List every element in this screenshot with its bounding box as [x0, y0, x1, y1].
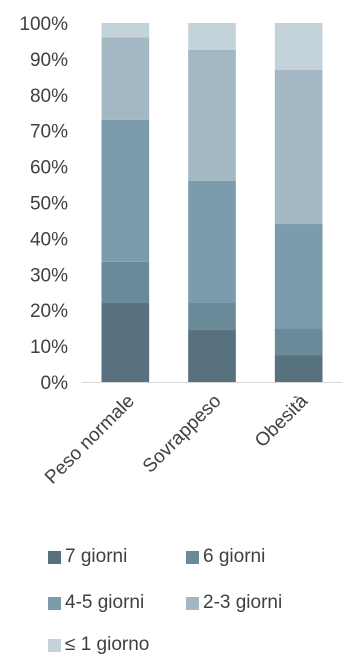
- y-tick-label: 60%: [30, 158, 68, 179]
- bar-segment: [274, 224, 323, 329]
- x-tick-label: Obesità: [251, 390, 312, 451]
- x-axis-ticks: Peso normale Sovrappeso Obesità: [41, 390, 312, 488]
- legend-label: 2-3 giorni: [203, 592, 283, 613]
- y-tick-label: 30%: [30, 265, 68, 286]
- legend-swatch: [186, 550, 199, 564]
- legend-label: 7 giorni: [65, 546, 128, 567]
- bar-segment: [101, 303, 150, 382]
- legend-label: 4-5 giorni: [65, 592, 145, 613]
- y-tick-label: 80%: [30, 86, 68, 107]
- legend-item-7-giorni: 7 giorni: [48, 546, 127, 568]
- bar-segment: [188, 49, 236, 181]
- bar-segment: [101, 37, 150, 120]
- legend-swatch: [48, 596, 61, 610]
- bar-segment: [188, 180, 236, 304]
- legend-swatch: [48, 638, 61, 652]
- y-tick-label: 70%: [30, 122, 68, 143]
- y-tick-label: 10%: [30, 337, 68, 358]
- x-tick-label: Peso normale: [41, 391, 139, 489]
- y-tick-label: 20%: [30, 301, 68, 322]
- bar-segment: [101, 119, 150, 262]
- bars: [101, 23, 323, 382]
- y-tick-label: 100%: [19, 14, 68, 35]
- legend: 7 giorni 6 giorni 4-5 giorni 2-3 giorni …: [0, 530, 342, 656]
- bar-segment: [188, 329, 236, 382]
- legend-item-6-giorni: 6 giorni: [186, 546, 265, 568]
- legend-swatch: [186, 596, 199, 610]
- y-tick-label: 40%: [30, 229, 68, 250]
- stacked-bar-chart: 0% 10% 20% 30% 40% 50% 60% 70% 80% 90% 100% Peso n…: [19, 14, 342, 488]
- legend-item-4-5-giorni: 4-5 giorni: [48, 592, 144, 614]
- bar-segment: [274, 355, 323, 382]
- legend-swatch: [48, 550, 61, 564]
- legend-label: 6 giorni: [203, 546, 266, 567]
- y-axis-ticks: 0% 10% 20% 30% 40% 50% 60% 70% 80% 90% 100%: [19, 14, 68, 394]
- y-tick-label: 50%: [30, 194, 68, 215]
- bar-segment: [188, 23, 236, 50]
- x-tick-label: Sovrappeso: [139, 391, 226, 478]
- y-tick-label: 90%: [30, 50, 68, 71]
- bar-segment: [274, 328, 323, 356]
- bar-segment: [274, 69, 323, 225]
- bar-segment: [274, 23, 323, 70]
- y-tick-label: 0%: [41, 373, 69, 394]
- legend-item-2-3-giorni: 2-3 giorni: [186, 592, 282, 614]
- bar-segment: [188, 303, 236, 330]
- legend-label: ≤ 1 giorno: [65, 634, 150, 655]
- bar-segment: [101, 261, 150, 304]
- bar-segment: [101, 23, 150, 38]
- legend-item-1-giorno: ≤ 1 giorno: [48, 634, 149, 656]
